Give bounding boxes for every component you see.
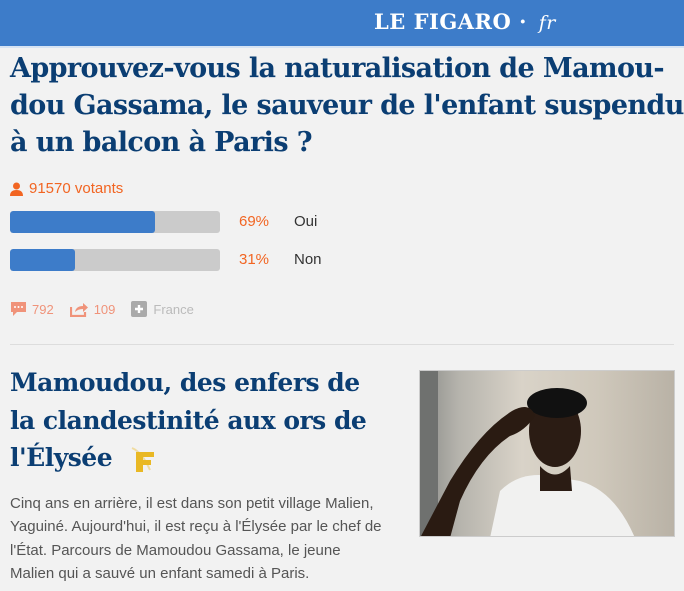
article-title[interactable]: Mamoudou, des enfers de la clandestinité… xyxy=(10,364,410,478)
poll-option-non[interactable]: 31% Non xyxy=(10,249,430,271)
user-icon xyxy=(10,182,23,196)
logo-suffix: fr xyxy=(538,12,556,34)
comment-icon xyxy=(11,302,26,316)
result-bar xyxy=(10,249,220,271)
title-line: Mamoudou, des enfers de xyxy=(10,368,360,397)
figaro-premium-icon xyxy=(130,442,160,480)
le-figaro-logo[interactable]: LE FIGARO · fr xyxy=(374,9,556,34)
summary-line: Cinq ans en arrière, il est dans son pet… xyxy=(10,495,374,512)
title-line: l'Élysée xyxy=(10,443,113,472)
plus-icon xyxy=(131,301,148,317)
comments-count: 792 xyxy=(32,301,54,317)
summary-line: Yaguiné. Aujourd'hui, il est reçu à l'Él… xyxy=(10,518,382,536)
share-icon xyxy=(69,303,88,317)
question-line: à un balcon à Paris ? xyxy=(10,127,313,158)
result-bar-fill xyxy=(10,211,155,233)
site-header: LE FIGARO · fr xyxy=(0,0,684,48)
summary-line: Malien qui a sauvé un enfant samedi à Pa… xyxy=(10,564,310,582)
shares-count: 109 xyxy=(93,301,116,317)
tag-france[interactable]: France xyxy=(131,301,194,317)
question-line: Approuvez-vous la naturalisation de Mamo… xyxy=(10,53,665,84)
poll-meta: 792 109 France xyxy=(10,301,194,317)
photo-illustration xyxy=(420,371,635,536)
voter-count: 91570 votants xyxy=(10,180,123,197)
option-label: Oui xyxy=(294,213,318,230)
logo-dot: · xyxy=(511,9,535,34)
logo-text: LE FIGARO xyxy=(374,9,512,34)
poll-option-oui[interactable]: 69% Oui xyxy=(10,211,430,233)
question-line: dou Gassama, le sauveur de l'enfant susp… xyxy=(10,90,684,121)
option-percent: 31% xyxy=(239,251,270,268)
summary-line: l'État. Parcours de Mamoudou Gassama, le… xyxy=(10,541,341,559)
option-percent: 69% xyxy=(239,213,270,230)
result-bar-fill xyxy=(10,249,76,271)
option-label: Non xyxy=(294,251,322,268)
comments-link[interactable]: 792 xyxy=(10,301,54,317)
article-photo[interactable] xyxy=(419,370,675,537)
poll-question[interactable]: Approuvez-vous la naturalisation de Mamo… xyxy=(10,50,684,161)
voters-text: 91570 votants xyxy=(29,180,124,197)
share-link[interactable]: 109 xyxy=(69,301,116,317)
divider xyxy=(10,344,674,345)
result-bar xyxy=(10,211,220,233)
title-line: la clandestinité aux ors de xyxy=(10,405,367,435)
tag-label: France xyxy=(153,301,194,317)
article-summary: Cinq ans en arrière, il est dans son pet… xyxy=(10,492,410,585)
